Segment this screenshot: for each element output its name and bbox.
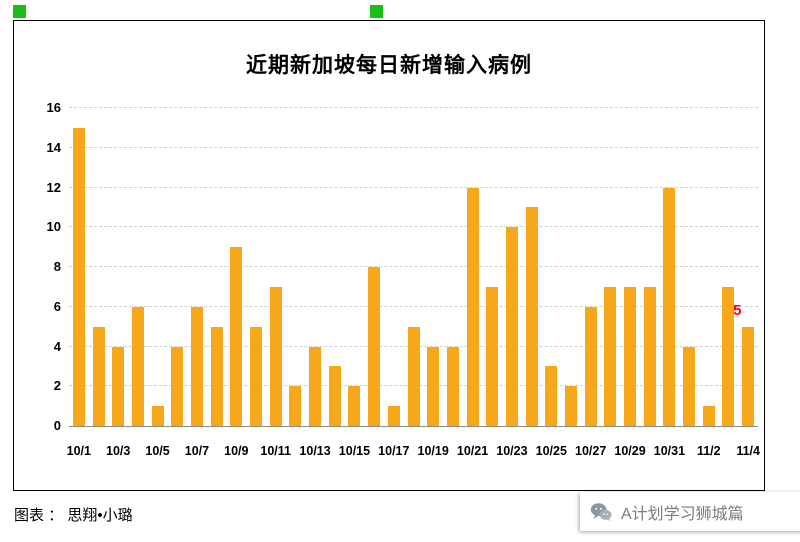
last-bar-value-label: 5 [733, 301, 742, 319]
bar-11/1 [683, 346, 696, 426]
bar-11/2 [702, 406, 715, 426]
plot-area: 5 [69, 107, 758, 427]
y-tick-label-8: 8 [53, 259, 61, 274]
caption-label: 图表 ： [14, 507, 64, 524]
bar-10/26 [564, 386, 577, 426]
gridline-y-14 [69, 146, 758, 148]
x-tick-label-10-29: 10/29 [614, 444, 646, 458]
y-tick-label-10: 10 [46, 219, 61, 235]
gridline-y-10 [69, 226, 758, 228]
x-tick-label-11-4: 11/4 [736, 444, 760, 458]
wechat-icon [589, 500, 613, 524]
selection-handle-top-left[interactable] [13, 5, 26, 18]
y-axis-labels: 0 2 4 6 8 10 12 14 16 [14, 100, 61, 433]
bar-10/16 [368, 267, 381, 426]
bar-10/27 [584, 306, 597, 426]
bar-10/10 [250, 326, 262, 426]
chart-frame: 近期新加坡每日新增输入病例 0 2 4 6 8 10 12 14 16 5 10/1 10/3 10… [13, 20, 765, 491]
chart-caption: 图表 ： 思翔•小璐 [14, 504, 133, 525]
bar-10/18 [407, 326, 420, 426]
bar-10/6 [171, 346, 184, 426]
bar-10/20 [446, 346, 459, 426]
x-tick-label-10-19: 10/19 [417, 444, 449, 458]
bar-10/24 [525, 207, 538, 426]
x-tick-label-10-5: 10/5 [145, 444, 170, 458]
bar-10/14 [328, 366, 341, 426]
bar-10/11 [269, 286, 282, 426]
x-tick-label-10-7: 10/7 [184, 444, 210, 458]
bar-10/28 [604, 286, 617, 426]
bar-10/22 [486, 286, 499, 426]
bar-10/12 [289, 386, 302, 426]
bar-10/23 [505, 227, 518, 426]
caption-value: 思翔•小璐 [67, 507, 133, 524]
bar-10/17 [387, 406, 400, 426]
bar-10/1 [72, 127, 85, 426]
y-tick-label-4: 4 [53, 338, 61, 354]
x-tick-label-10-21: 10/21 [456, 444, 489, 458]
watermark-badge: A计划学习狮城篇 [580, 492, 800, 531]
x-tick-label-10-9: 10/9 [224, 444, 249, 458]
x-tick-label-10-27: 10/27 [575, 444, 607, 458]
bar-10/31 [663, 187, 676, 426]
gridline-y-12 [69, 186, 758, 188]
gridline-y-8 [69, 266, 758, 267]
bar-10/15 [348, 386, 361, 426]
x-tick-label-10-11: 10/11 [260, 444, 291, 458]
bar-11/4 [742, 326, 755, 426]
bar-10/29 [624, 286, 637, 426]
y-tick-label-6: 6 [53, 298, 61, 314]
selection-handle-top-middle[interactable] [370, 5, 383, 18]
y-tick-label-2: 2 [53, 378, 61, 394]
bar-10/30 [643, 286, 656, 426]
bar-10/5 [151, 406, 164, 426]
y-tick-label-14: 14 [46, 139, 61, 155]
x-tick-label-10-23: 10/23 [496, 444, 528, 458]
bar-10/8 [210, 326, 223, 426]
y-tick-label-16: 16 [46, 100, 61, 115]
x-tick-label-10-1: 10/1 [66, 444, 91, 458]
x-tick-label-10-15: 10/15 [338, 444, 371, 458]
bar-11/3 [722, 286, 735, 426]
x-tick-label-10-13: 10/13 [299, 444, 331, 458]
bar-10/21 [466, 187, 479, 426]
x-tick-label-10-25: 10/25 [535, 444, 567, 458]
y-tick-label-0: 0 [53, 418, 61, 433]
x-tick-label-10-17: 10/17 [378, 444, 410, 458]
x-axis-labels: 10/1 10/3 10/5 10/7 10/9 10/11 10/13 10/15 10/17… [66, 444, 760, 464]
x-tick-label-10-3: 10/3 [106, 444, 131, 458]
bar-10/9 [230, 247, 243, 426]
y-tick-label-12: 12 [46, 179, 61, 195]
bar-10/2 [92, 326, 105, 426]
x-tick-label-10-31: 10/31 [653, 444, 686, 458]
bar-10/13 [309, 346, 322, 426]
bar-10/4 [131, 306, 144, 426]
bar-10/3 [112, 346, 125, 426]
bar-10/7 [190, 306, 203, 426]
gridline-y-16 [69, 107, 758, 108]
chart-title: 近期新加坡每日新增输入病例 [246, 54, 532, 77]
watermark-text: A计划学习狮城篇 [621, 505, 744, 523]
gridline-y-6 [69, 305, 758, 307]
bar-10/19 [427, 346, 440, 426]
x-tick-label-11-2: 11/2 [696, 444, 721, 458]
bar-10/25 [545, 366, 558, 426]
